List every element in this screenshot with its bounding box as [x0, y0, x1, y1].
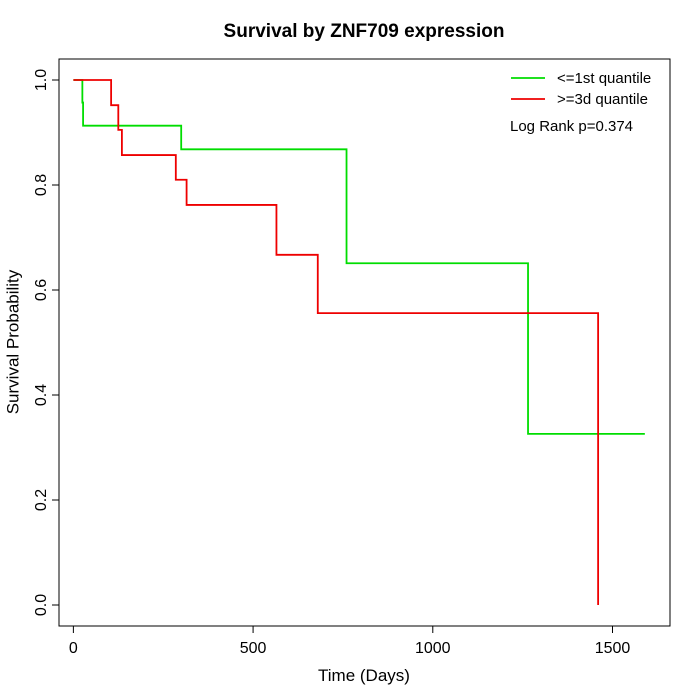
y-tick-label: 0.4 — [33, 384, 50, 406]
y-axis: 0.0 0.2 0.4 0.6 0.8 1.0 — [33, 69, 60, 616]
x-tick-label: 500 — [240, 640, 267, 657]
x-axis-label: Time (Days) — [318, 666, 410, 685]
log-rank-annotation: Log Rank p=0.374 — [510, 118, 633, 135]
y-tick-label: 1.0 — [33, 69, 50, 91]
y-tick-label: 0.2 — [33, 489, 50, 511]
legend-label-1: >=3d quantile — [557, 91, 648, 108]
x-tick-label: 0 — [69, 640, 78, 657]
x-tick-label: 1500 — [595, 640, 631, 657]
plot-frame — [58, 58, 671, 627]
y-tick-label: 0.8 — [33, 174, 50, 196]
y-axis-label: Survival Probability — [3, 269, 22, 414]
series-line-0 — [73, 79, 645, 435]
series-line-1 — [73, 79, 600, 605]
series-layer — [73, 79, 645, 605]
x-tick-label: 1000 — [415, 640, 451, 657]
y-tick-label: 0.0 — [33, 594, 50, 616]
legend-label-0: <=1st quantile — [557, 70, 651, 87]
y-tick-label: 0.6 — [33, 279, 50, 301]
x-axis: 0 500 1000 1500 — [69, 625, 631, 657]
chart-title: Survival by ZNF709 expression — [224, 21, 505, 42]
legend: <=1st quantile >=3d quantile — [511, 70, 651, 108]
